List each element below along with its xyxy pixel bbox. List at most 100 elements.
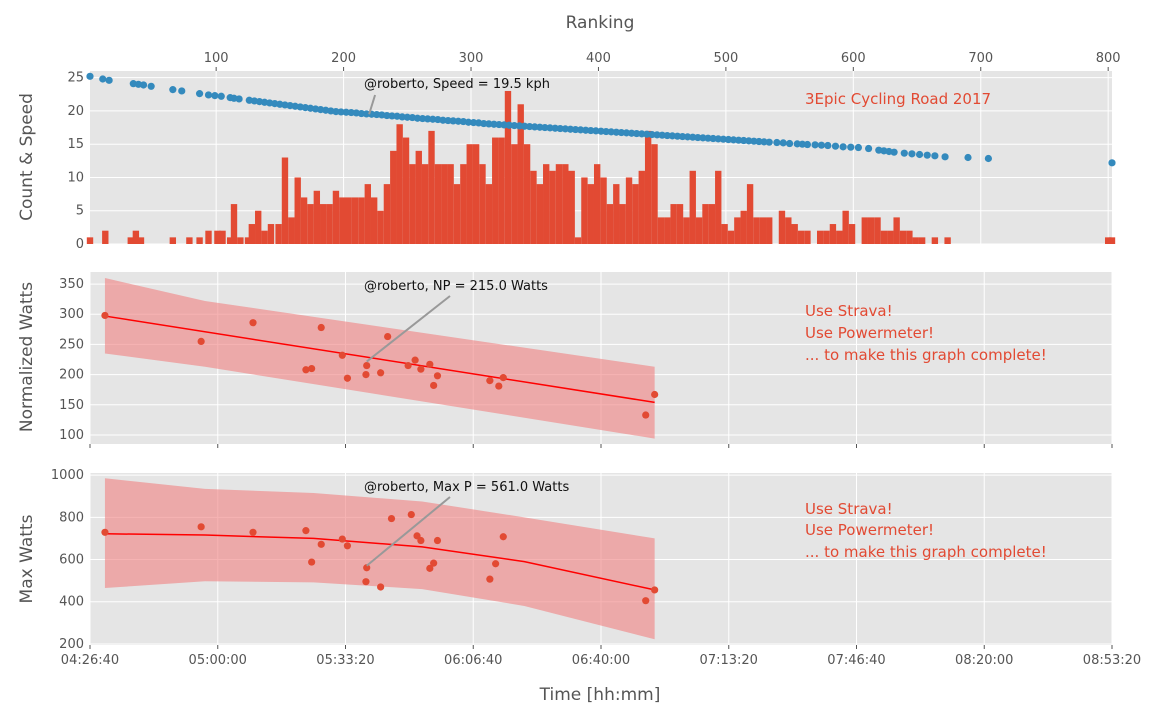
speed-point bbox=[178, 87, 186, 95]
count-bar bbox=[574, 237, 582, 244]
speed-point bbox=[597, 127, 605, 135]
speed-point bbox=[689, 133, 697, 141]
time-tick-label: 08:20:00 bbox=[955, 653, 1013, 668]
data-point bbox=[338, 535, 346, 543]
speed-point bbox=[546, 124, 554, 132]
count-bar bbox=[874, 217, 881, 244]
count-bar bbox=[307, 204, 314, 244]
count-bar bbox=[358, 197, 365, 244]
data-point bbox=[363, 361, 371, 370]
count-speed-axis-label: Count & Speed bbox=[17, 93, 37, 221]
data-point bbox=[492, 560, 500, 568]
speed-point bbox=[817, 141, 826, 149]
speed-point bbox=[915, 150, 924, 159]
speed-point bbox=[398, 113, 406, 121]
y-tick-label: 150 bbox=[59, 398, 84, 413]
count-bar bbox=[523, 144, 531, 244]
count-bar bbox=[300, 197, 308, 244]
speed-point bbox=[424, 115, 432, 123]
speed-point bbox=[520, 122, 529, 130]
speed-point bbox=[755, 137, 763, 146]
speed-point bbox=[663, 131, 671, 140]
data-point bbox=[495, 382, 503, 390]
count-bar bbox=[137, 237, 145, 244]
speed-point bbox=[622, 129, 631, 137]
speed-point bbox=[719, 135, 727, 143]
count-bar bbox=[267, 224, 275, 244]
data-point bbox=[651, 586, 659, 594]
speed-point bbox=[464, 118, 473, 126]
data-point bbox=[197, 337, 205, 346]
y-tick-label: 600 bbox=[59, 553, 84, 568]
speed-point bbox=[684, 133, 692, 141]
count-bar bbox=[791, 224, 798, 244]
y-tick-label: 20 bbox=[67, 104, 84, 119]
count-bar bbox=[169, 237, 177, 244]
speed-point bbox=[785, 139, 794, 148]
count-bar bbox=[842, 210, 849, 244]
count-bar bbox=[377, 210, 384, 244]
count-bar bbox=[530, 170, 537, 244]
fit-line bbox=[104, 315, 655, 404]
data-point bbox=[486, 377, 494, 385]
count-bar bbox=[625, 177, 633, 244]
speed-point bbox=[612, 128, 620, 136]
data-point bbox=[317, 323, 325, 332]
data-point bbox=[404, 361, 412, 370]
count-bar bbox=[593, 164, 601, 244]
y-tick-label: 350 bbox=[59, 277, 84, 292]
normalized-watts-panel: 100 150 200 250 300 350 bbox=[59, 272, 1113, 448]
data-point bbox=[499, 374, 507, 382]
speed-point bbox=[536, 123, 544, 131]
speed-point bbox=[337, 108, 345, 116]
note-line-2: Use Powermeter! bbox=[805, 324, 934, 342]
count-bar bbox=[543, 164, 550, 244]
speed-point bbox=[515, 122, 524, 130]
y-tick-label: 250 bbox=[59, 337, 84, 352]
count-bar bbox=[918, 237, 926, 244]
speed-point bbox=[541, 123, 549, 132]
speed-point bbox=[773, 138, 781, 147]
count-bar bbox=[536, 184, 544, 244]
speed-point bbox=[678, 132, 687, 141]
fit-line bbox=[104, 533, 655, 591]
count-bar bbox=[351, 197, 359, 244]
count-bar bbox=[670, 204, 677, 244]
ranking-axis-label: Ranking bbox=[566, 13, 635, 33]
count-bar bbox=[326, 204, 333, 244]
count-bar bbox=[708, 204, 716, 244]
ranking-tick-label: 600 bbox=[841, 51, 866, 66]
data-point bbox=[363, 564, 371, 572]
count-bar bbox=[893, 217, 900, 244]
count-bar bbox=[562, 164, 569, 244]
count-bar bbox=[657, 217, 665, 244]
speed-point bbox=[169, 86, 177, 94]
np-annotation: @roberto, NP = 215.0 Watts bbox=[364, 279, 548, 294]
count-bar bbox=[244, 237, 252, 244]
speed-point bbox=[469, 118, 478, 127]
speed-point bbox=[373, 110, 381, 119]
count-bar bbox=[127, 237, 134, 244]
data-point bbox=[433, 536, 442, 545]
speed-point bbox=[740, 136, 748, 145]
speed-point bbox=[668, 132, 676, 140]
ranking-tick-label: 300 bbox=[459, 51, 484, 66]
count-bar bbox=[778, 210, 786, 244]
count-bar bbox=[727, 230, 735, 244]
count-bar bbox=[186, 237, 193, 244]
count-bar bbox=[492, 137, 499, 244]
speed-point bbox=[500, 121, 508, 129]
count-bar bbox=[695, 217, 703, 244]
speed-point bbox=[941, 153, 949, 161]
count-bar bbox=[568, 170, 575, 244]
speed-point bbox=[648, 130, 656, 139]
speed-point bbox=[839, 143, 847, 151]
speed-point bbox=[204, 91, 213, 99]
speed-point bbox=[418, 114, 427, 123]
speed-point bbox=[505, 121, 513, 129]
count-bar bbox=[797, 230, 805, 244]
count-bar bbox=[581, 177, 588, 244]
count-bar bbox=[255, 210, 262, 244]
count-bar bbox=[345, 197, 352, 244]
count-bar bbox=[734, 217, 741, 244]
